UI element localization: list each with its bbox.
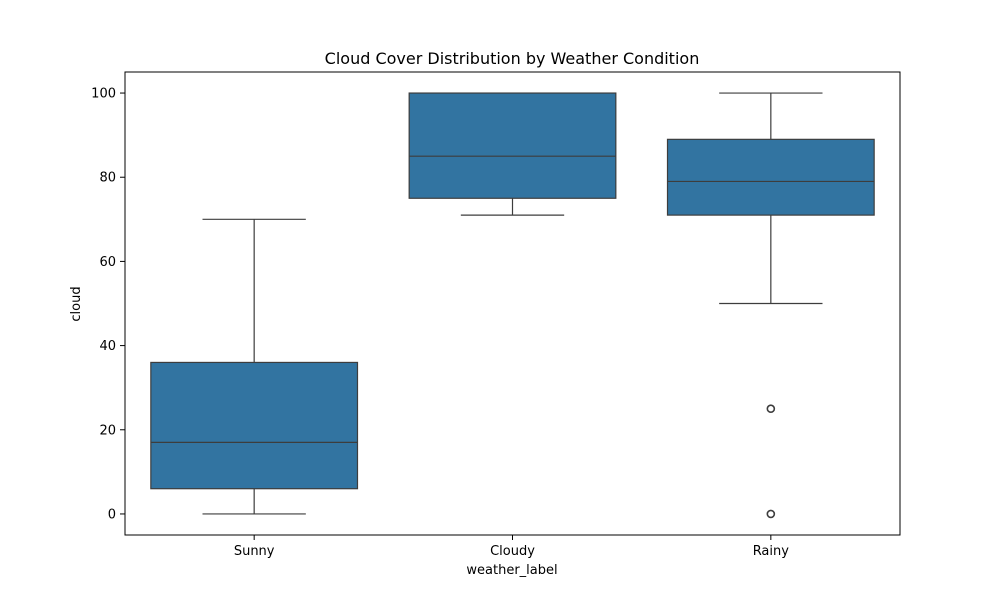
y-tick-label: 80 (99, 171, 116, 186)
y-tick-label: 60 (99, 255, 116, 270)
plot-area: 0 20 40 60 80 100 Sunny Cloudy Rainy (91, 71, 901, 559)
outlier-point (766, 509, 776, 519)
outlier-point (766, 404, 776, 414)
y-tick-label: 40 (99, 339, 116, 354)
y-tick-label: 100 (91, 87, 116, 102)
x-tick-label: Rainy (753, 544, 790, 559)
box-sunny (150, 361, 359, 490)
chart-title: Cloud Cover Distribution by Weather Cond… (325, 49, 700, 68)
box-rainy (666, 138, 875, 216)
x-tick-label: Sunny (234, 544, 275, 559)
x-axis-label: weather_label (466, 563, 557, 578)
box-cloudy (408, 92, 617, 199)
y-tick-label: 20 (99, 423, 116, 438)
y-axis-label: cloud (69, 286, 84, 321)
y-tick-label: 0 (108, 507, 116, 522)
x-tick-label: Cloudy (490, 544, 535, 559)
